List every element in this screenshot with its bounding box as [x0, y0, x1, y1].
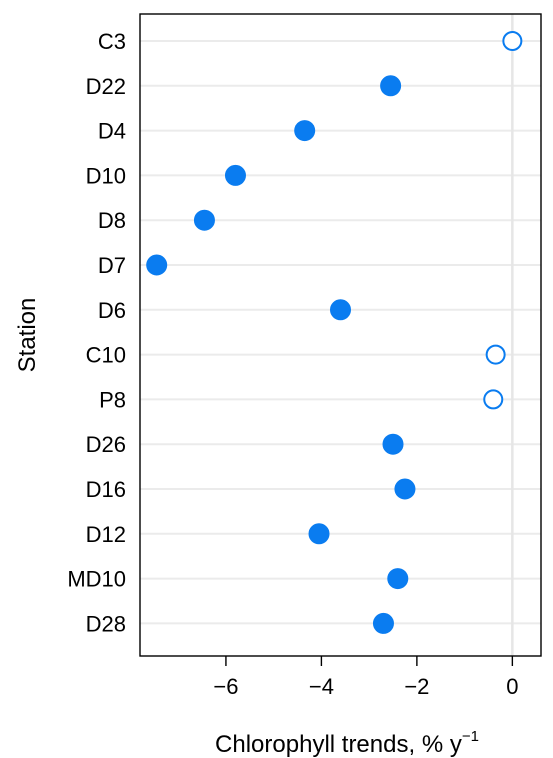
data-point [294, 120, 316, 142]
data-point [224, 164, 246, 186]
y-tick-label: P8 [99, 387, 126, 412]
y-tick-label: D10 [86, 163, 126, 188]
data-point [483, 389, 504, 410]
data-point [394, 478, 416, 500]
data-point [146, 254, 168, 276]
data-point [193, 209, 215, 231]
y-tick-label: D26 [86, 432, 126, 457]
x-axis-label-superscript: −1 [462, 728, 479, 745]
y-tick-label: D16 [86, 477, 126, 502]
y-tick-label: D28 [86, 611, 126, 636]
y-tick-label: D7 [98, 253, 126, 278]
y-axis-label: Station [14, 298, 41, 373]
y-tick-label: D8 [98, 208, 126, 233]
y-tick-label: C10 [86, 343, 126, 368]
data-point [330, 299, 351, 321]
x-axis-label-text: Chlorophyll trends, % y [215, 731, 462, 758]
y-tick-label: D6 [98, 298, 126, 323]
x-axis-label: Chlorophyll trends, % y−1 [215, 728, 479, 758]
y-tick-label: D4 [98, 119, 126, 144]
data-point [308, 523, 330, 545]
data-point [380, 75, 402, 97]
data-point [372, 612, 394, 634]
x-tick-label: −2 [404, 674, 429, 699]
data-point [387, 568, 409, 590]
grid [140, 40, 541, 625]
y-tick-labels: C3 D22 D4 D10 D8 D7 D6 C10 P8 D26 D16 D12 MD10 D28 [67, 29, 126, 636]
x-tick-label: −6 [213, 674, 238, 699]
x-tick-label: −4 [309, 674, 334, 699]
plot-frame [139, 13, 542, 657]
x-axis: −6 −4 −2 0 [213, 656, 518, 699]
x-tick-label: 0 [506, 674, 518, 699]
y-tick-label: D22 [86, 74, 126, 99]
y-tick-label: MD10 [67, 567, 126, 592]
data-point [502, 31, 523, 51]
y-tick-label: C3 [98, 29, 126, 54]
data-point [382, 433, 404, 455]
y-tick-label: D12 [86, 522, 126, 547]
data-point [485, 344, 506, 365]
data-points [146, 31, 523, 634]
